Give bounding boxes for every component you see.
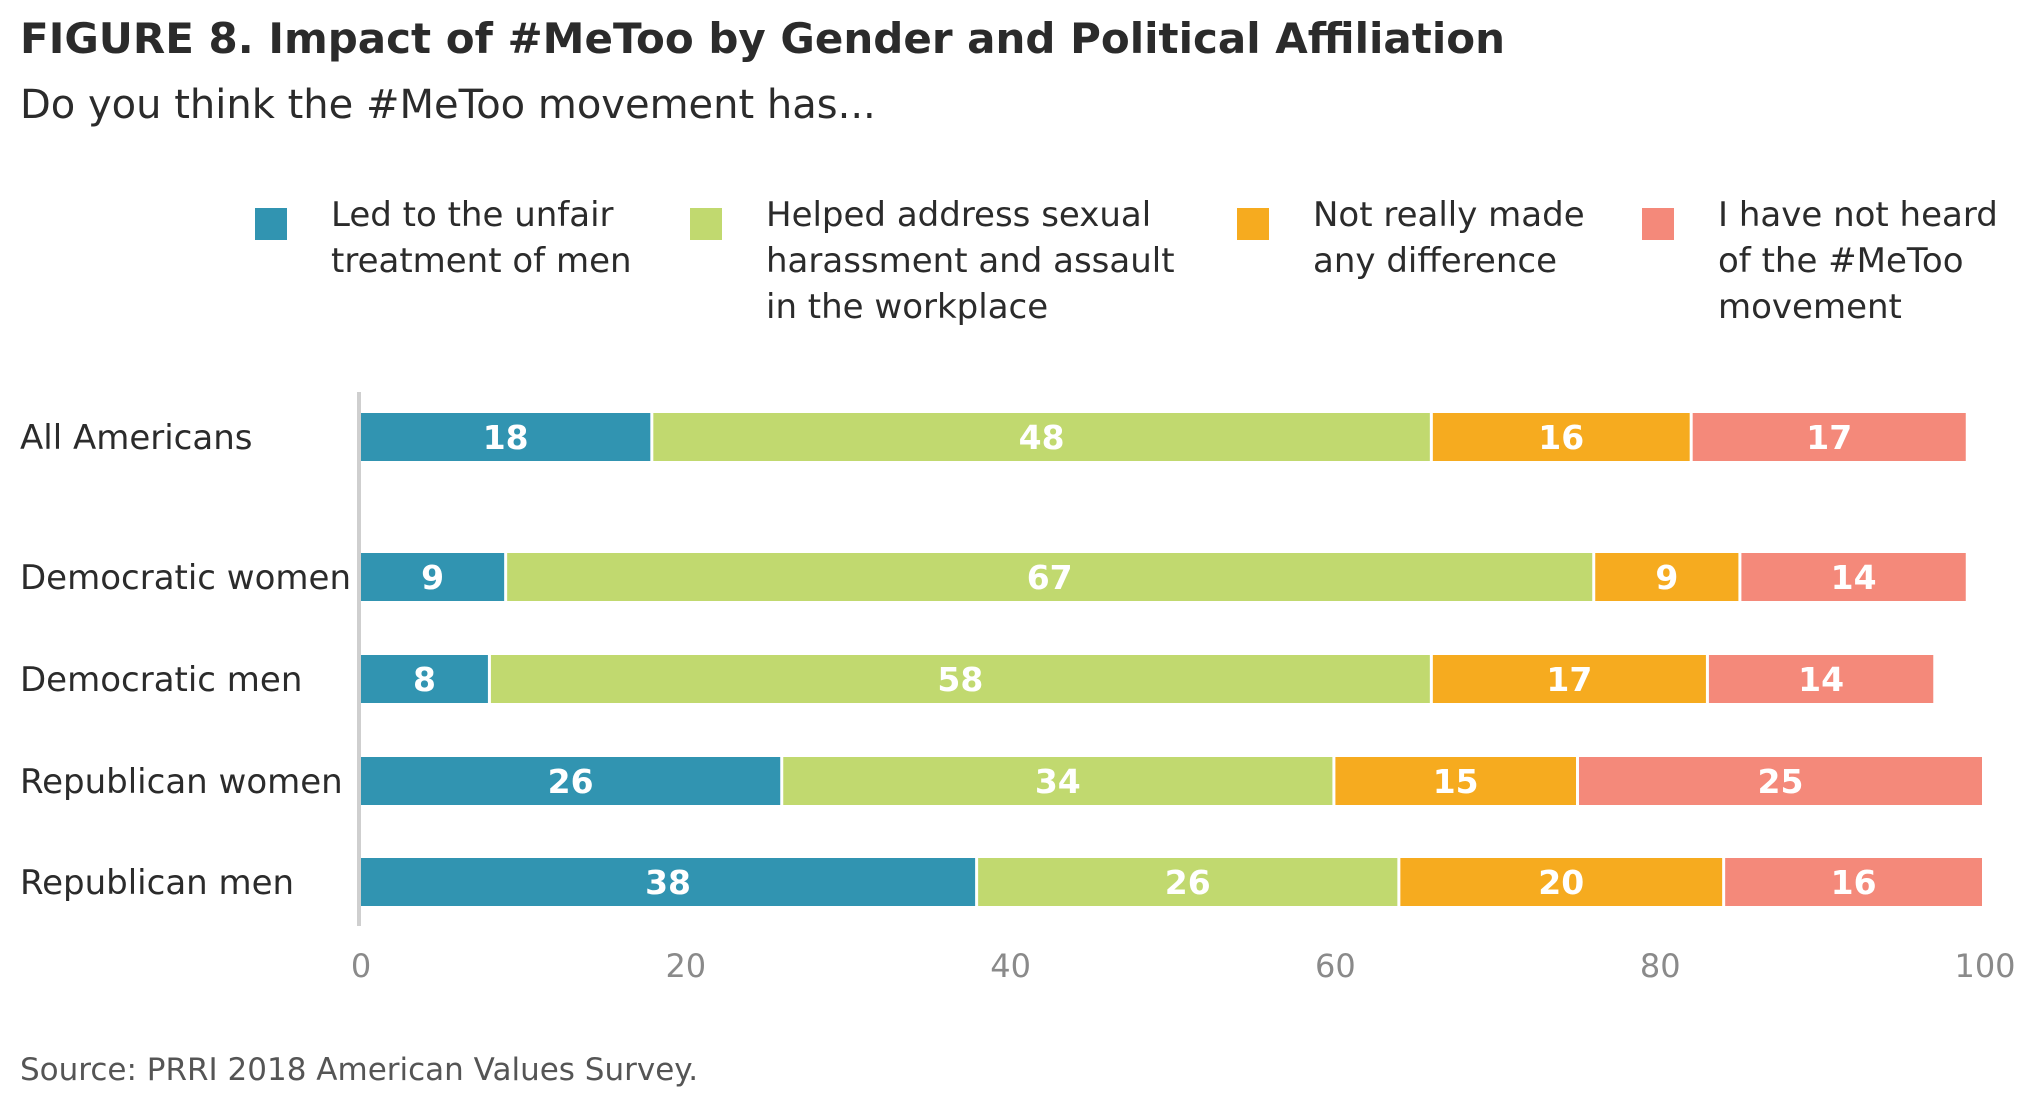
- bar-segment: [783, 757, 1333, 805]
- bar-segment: [490, 655, 1430, 703]
- bar-segment: [361, 553, 505, 601]
- source-note: Source: PRRI 2018 American Values Survey…: [20, 1052, 699, 1088]
- bar-segment: [1432, 655, 1706, 703]
- x-tick-label: 60: [1315, 947, 1356, 985]
- bar-segment: [978, 858, 1398, 906]
- bar-segment: [361, 858, 976, 906]
- data-label: 34: [1035, 762, 1081, 801]
- legend-label: Led to the unfair treatment of men: [331, 195, 632, 281]
- data-label: 17: [1806, 418, 1852, 457]
- data-label: 8: [413, 660, 436, 699]
- chart-subtitle: Do you think the #MeToo movement has...: [20, 82, 876, 128]
- x-tick-label: 0: [351, 947, 371, 985]
- category-label: Republican women: [20, 762, 343, 802]
- bar-segment: [1400, 858, 1723, 906]
- bar-segment: [1335, 757, 1576, 805]
- data-label: 9: [421, 558, 444, 597]
- bar-segment: [1741, 553, 1966, 601]
- legend-swatch: [1642, 208, 1674, 240]
- legend-swatch: [255, 208, 287, 240]
- category-label: Republican men: [20, 863, 294, 903]
- bar-segment: [361, 413, 651, 461]
- data-label: 26: [548, 762, 594, 801]
- data-label: 38: [645, 863, 691, 902]
- x-tick-label: 20: [665, 947, 706, 985]
- data-label: 16: [1538, 418, 1584, 457]
- legend-swatch: [1237, 208, 1269, 240]
- bar-segment: [1692, 413, 1966, 461]
- x-tick-label: 100: [1954, 947, 2015, 985]
- x-tick-label: 40: [990, 947, 1031, 985]
- bar-segment: [1579, 757, 1982, 805]
- data-label: 14: [1798, 660, 1844, 699]
- bar-segment: [361, 655, 488, 703]
- legend-swatch: [690, 208, 722, 240]
- data-label: 48: [1019, 418, 1065, 457]
- data-label: 14: [1831, 558, 1877, 597]
- bar-segment: [507, 553, 1593, 601]
- data-label: 25: [1758, 762, 1804, 801]
- bar-segment: [1595, 553, 1739, 601]
- data-label: 58: [937, 660, 983, 699]
- category-label: All Americans: [20, 418, 252, 458]
- legend-label: Not really made any difference: [1313, 195, 1585, 281]
- data-label: 67: [1027, 558, 1073, 597]
- legend-label: I have not heard of the #MeToo movement: [1718, 195, 1998, 327]
- bar-segment: [1432, 413, 1690, 461]
- data-label: 26: [1165, 863, 1211, 902]
- chart-title: FIGURE 8. Impact of #MeToo by Gender and…: [20, 14, 1505, 63]
- bar-segment: [1725, 858, 1982, 906]
- bar-segment: [653, 413, 1430, 461]
- data-label: 20: [1538, 863, 1584, 902]
- category-label: Democratic men: [20, 660, 302, 700]
- legend-label: Helped address sexual harassment and assa…: [766, 195, 1175, 327]
- category-label: Democratic women: [20, 558, 351, 598]
- data-label: 9: [1655, 558, 1678, 597]
- bar-segment: [361, 757, 781, 805]
- x-tick-label: 80: [1640, 947, 1681, 985]
- data-label: 17: [1546, 660, 1592, 699]
- data-label: 15: [1433, 762, 1479, 801]
- data-label: 16: [1831, 863, 1877, 902]
- bar-segment: [1708, 655, 1934, 703]
- data-label: 18: [483, 418, 529, 457]
